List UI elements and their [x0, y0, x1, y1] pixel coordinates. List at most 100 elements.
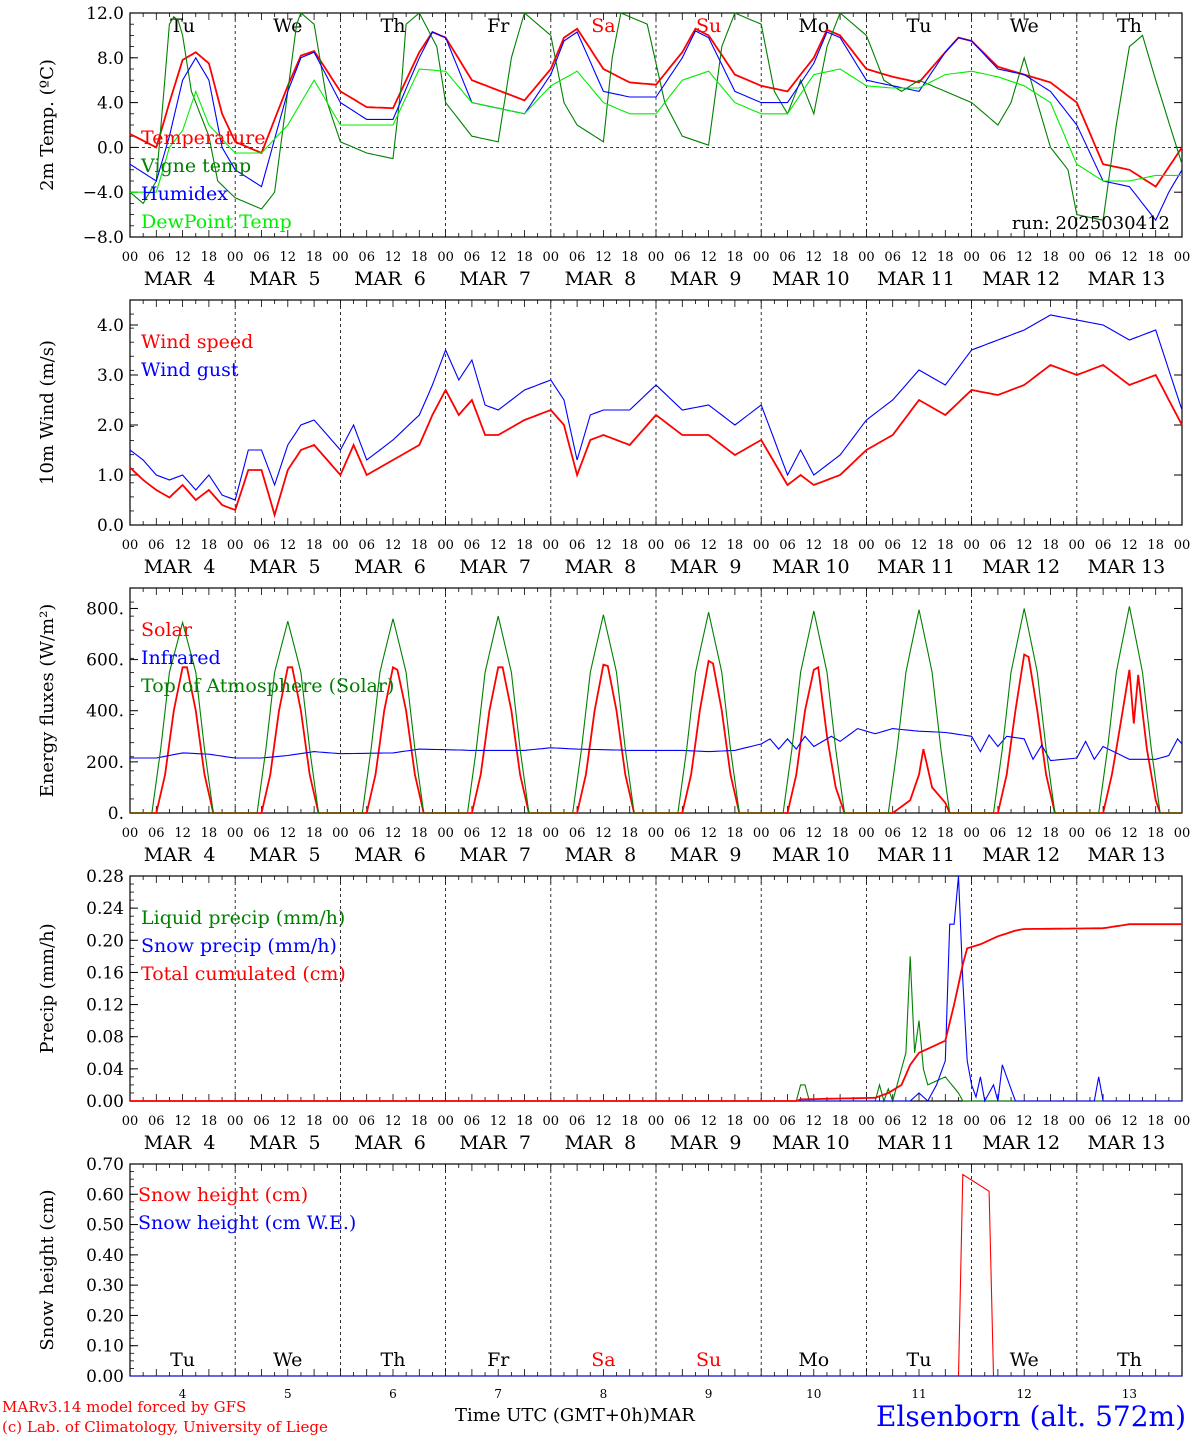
hour-label: 12	[595, 1114, 612, 1129]
date-label: MAR 9	[670, 844, 742, 866]
hour-label: 12	[174, 250, 191, 265]
date-label: MAR 12	[982, 844, 1060, 866]
date-label: MAR 6	[354, 844, 426, 866]
hour-label: 12	[700, 538, 717, 553]
series-line-dewpoint	[130, 68, 1182, 193]
day-number: 6	[389, 1387, 397, 1401]
date-label: MAR 5	[249, 844, 321, 866]
hour-label: 06	[674, 826, 691, 841]
hour-label: 00	[1174, 250, 1191, 265]
day-number: 4	[179, 1387, 187, 1401]
hour-label: 18	[516, 538, 533, 553]
date-label: MAR 8	[565, 1132, 637, 1154]
date-label: MAR 8	[565, 844, 637, 866]
hour-label: 12	[174, 538, 191, 553]
date-label: MAR 11	[877, 556, 955, 578]
hour-label: 06	[884, 250, 901, 265]
date-label: MAR 12	[982, 1132, 1060, 1154]
hour-label: 18	[832, 1114, 849, 1129]
weekday-label: Tu	[170, 15, 195, 37]
plot-frame	[129, 299, 1183, 526]
hour-label: 00	[437, 826, 454, 841]
y-tick-label: 0.40	[86, 1246, 124, 1266]
hour-label: 06	[253, 826, 270, 841]
weekday-label: Th	[1117, 15, 1142, 37]
hour-label: 06	[1095, 826, 1112, 841]
hour-label: 12	[911, 250, 928, 265]
hour-label: 18	[727, 826, 744, 841]
weekday-label: We	[1010, 15, 1039, 37]
legend-infrared: Infrared	[141, 647, 221, 669]
hour-label: 00	[437, 250, 454, 265]
hour-label: 00	[648, 1114, 665, 1129]
hour-label: 18	[937, 538, 954, 553]
hour-label: 00	[122, 538, 139, 553]
weekday-label: Sa	[591, 1349, 615, 1371]
hour-label: 00	[1069, 826, 1086, 841]
hour-label: 12	[911, 1114, 928, 1129]
weekday-label: Mo	[798, 1349, 829, 1371]
hour-label: 12	[490, 826, 507, 841]
hour-label: 12	[385, 538, 402, 553]
hour-label: 18	[306, 538, 323, 553]
hour-label: 18	[937, 1114, 954, 1129]
hour-label: 00	[1174, 826, 1191, 841]
y-tick-label: 0.00	[86, 1367, 124, 1387]
hour-label: 00	[122, 826, 139, 841]
date-label: MAR 10	[772, 844, 850, 866]
hour-label: 00	[858, 250, 875, 265]
y-tick-label: 0.50	[86, 1216, 124, 1236]
date-label: MAR 9	[670, 556, 742, 578]
y-tick-label: 0.28	[86, 867, 124, 887]
legend-cumul: Total cumulated (cm)	[141, 963, 346, 985]
hour-label: 00	[122, 250, 139, 265]
y-tick-label: −4.0	[83, 183, 124, 203]
y-tick-label: 400.	[86, 702, 124, 722]
hour-label: 18	[411, 538, 428, 553]
hour-label: 00	[1069, 1114, 1086, 1129]
y-axis-label: Precip (mm/h)	[37, 923, 58, 1053]
hour-label: 12	[595, 826, 612, 841]
y-tick-label: 0.0	[97, 516, 124, 536]
legend-snowwe: Snow height (cm W.E.)	[138, 1212, 356, 1234]
hour-label: 18	[516, 826, 533, 841]
hour-label: 18	[621, 826, 638, 841]
hour-label: 18	[201, 826, 218, 841]
hour-label: 06	[358, 826, 375, 841]
hour-label: 00	[332, 826, 349, 841]
hour-label: 06	[990, 826, 1007, 841]
hour-label: 12	[385, 826, 402, 841]
weekday-label: Tu	[907, 1349, 932, 1371]
hour-label: 06	[990, 1114, 1007, 1129]
weekday-label: Th	[381, 15, 406, 37]
hour-label: 12	[280, 1114, 297, 1129]
legend-liquid: Liquid precip (mm/h)	[141, 907, 345, 929]
hour-label: 06	[148, 1114, 165, 1129]
date-label: MAR 12	[982, 268, 1060, 290]
date-label: MAR 4	[144, 844, 216, 866]
hour-label: 12	[700, 1114, 717, 1129]
date-label: MAR 9	[670, 1132, 742, 1154]
hour-label: 12	[1016, 1114, 1033, 1129]
hour-label: 12	[806, 250, 823, 265]
legend-dewpoint: DewPoint Temp	[141, 211, 292, 233]
hour-label: 06	[569, 250, 586, 265]
date-label: MAR 7	[459, 1132, 531, 1154]
legend-solar: Solar	[141, 619, 193, 641]
hour-label: 06	[1095, 250, 1112, 265]
y-tick-label: 12.0	[86, 4, 124, 24]
series-line-gust	[129, 314, 1183, 501]
y-tick-label: 2.0	[97, 416, 124, 436]
hour-label: 12	[1121, 1114, 1138, 1129]
legend-snowh: Snow height (cm)	[138, 1184, 308, 1206]
y-tick-label: 0.60	[86, 1185, 124, 1205]
date-label: MAR 12	[982, 556, 1060, 578]
date-label: MAR 13	[1088, 844, 1166, 866]
date-label: MAR 6	[354, 556, 426, 578]
hour-label: 06	[674, 250, 691, 265]
y-axis-label: Snow height (cm)	[37, 1189, 58, 1350]
date-label: MAR 8	[565, 268, 637, 290]
day-number: 12	[1017, 1387, 1032, 1401]
hour-label: 00	[437, 538, 454, 553]
hour-label: 00	[332, 1114, 349, 1129]
